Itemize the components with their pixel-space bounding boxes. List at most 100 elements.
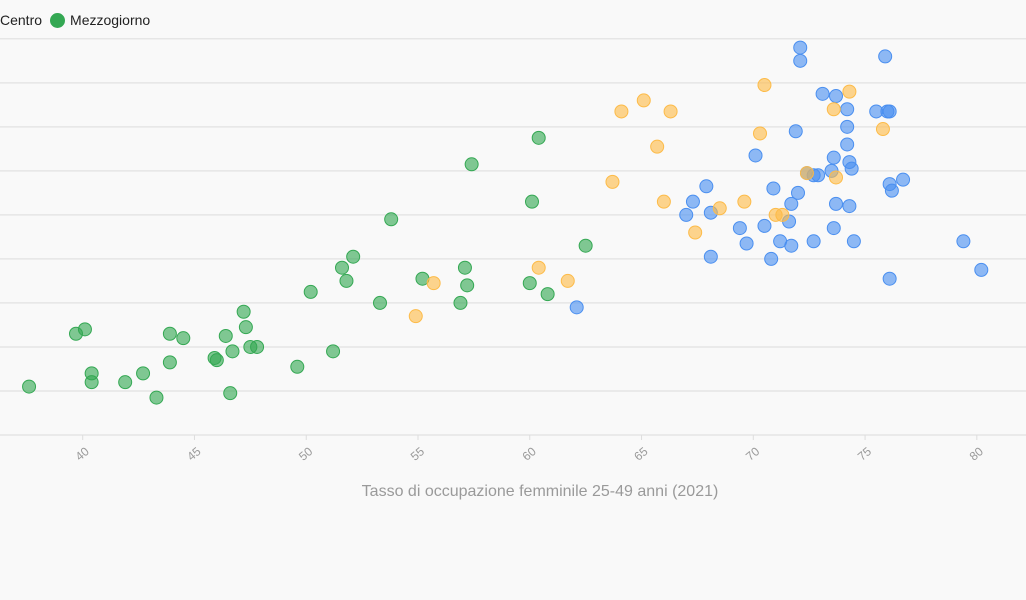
point-mezzogiorno[interactable] <box>457 260 472 275</box>
point-mezzogiorno[interactable] <box>218 328 233 343</box>
point-mezzogiorno[interactable] <box>162 355 177 370</box>
x-tick-label: 70 <box>743 444 762 464</box>
point-nord-est[interactable] <box>605 174 620 189</box>
point-mezzogiorno[interactable] <box>176 331 191 346</box>
point-nord-est[interactable] <box>753 126 767 141</box>
point-nord-ovest[interactable] <box>793 53 808 68</box>
point-nord-ovest[interactable] <box>974 262 989 277</box>
point-nord-est[interactable] <box>842 84 857 99</box>
point-nord-ovest[interactable] <box>840 102 855 117</box>
legend-item-mezzogiorno[interactable]: Mezzogiorno <box>50 12 150 28</box>
point-nord-ovest[interactable] <box>826 150 841 165</box>
x-tick-label: 75 <box>855 444 874 464</box>
point-nord-est[interactable] <box>663 104 678 119</box>
point-mezzogiorno[interactable] <box>303 284 318 299</box>
point-mezzogiorno[interactable] <box>238 320 253 335</box>
point-nord-est[interactable] <box>737 194 752 209</box>
point-nord-ovest[interactable] <box>878 49 893 64</box>
point-nord-ovest[interactable] <box>784 238 799 253</box>
point-nord-ovest[interactable] <box>882 271 897 286</box>
point-mezzogiorno[interactable] <box>531 130 546 145</box>
point-mezzogiorno[interactable] <box>149 390 164 405</box>
point-mezzogiorno[interactable] <box>162 326 177 341</box>
point-mezzogiorno[interactable] <box>339 273 354 288</box>
point-nord-ovest[interactable] <box>842 199 857 214</box>
point-mezzogiorno[interactable] <box>373 295 387 310</box>
point-mezzogiorno[interactable] <box>290 359 305 374</box>
point-mezzogiorno[interactable] <box>77 322 92 337</box>
point-nord-ovest[interactable] <box>739 236 754 251</box>
point-nord-est[interactable] <box>560 273 575 288</box>
point-mezzogiorno[interactable] <box>460 278 475 293</box>
point-nord-ovest[interactable] <box>732 221 747 236</box>
point-mezzogiorno[interactable] <box>578 238 593 253</box>
point-mezzogiorno[interactable] <box>335 260 349 275</box>
point-mezzogiorno[interactable] <box>522 276 537 291</box>
point-nord-ovest[interactable] <box>826 221 841 236</box>
point-nord-ovest[interactable] <box>846 234 861 249</box>
point-mezzogiorno[interactable] <box>346 249 361 264</box>
x-tick-label: 80 <box>967 444 986 464</box>
point-nord-ovest[interactable] <box>884 183 899 198</box>
point-nord-ovest[interactable] <box>703 249 718 264</box>
point-nord-est[interactable] <box>614 104 629 119</box>
point-mezzogiorno[interactable] <box>118 375 133 390</box>
point-nord-ovest[interactable] <box>793 40 808 55</box>
point-nord-est[interactable] <box>875 122 890 137</box>
point-mezzogiorno[interactable] <box>384 212 399 227</box>
point-nord-ovest[interactable] <box>829 196 843 211</box>
legend: Centro Mezzogiorno <box>0 12 158 28</box>
x-tick-label: 50 <box>296 444 315 464</box>
point-mezzogiorno[interactable] <box>209 353 224 368</box>
point-nord-est[interactable] <box>656 194 671 209</box>
point-nord-ovest[interactable] <box>815 86 830 101</box>
point-nord-ovest[interactable] <box>791 185 805 200</box>
point-nord-est[interactable] <box>688 225 703 240</box>
point-nord-ovest[interactable] <box>788 124 803 139</box>
point-nord-est[interactable] <box>799 166 814 181</box>
point-nord-est[interactable] <box>826 102 841 117</box>
point-nord-ovest[interactable] <box>956 234 971 249</box>
point-nord-ovest[interactable] <box>757 218 772 233</box>
point-nord-ovest[interactable] <box>844 161 859 176</box>
point-nord-ovest[interactable] <box>699 179 714 194</box>
point-nord-est[interactable] <box>712 201 727 216</box>
point-nord-ovest[interactable] <box>829 89 843 104</box>
point-nord-ovest[interactable] <box>896 172 911 187</box>
point-mezzogiorno[interactable] <box>225 344 240 359</box>
point-nord-est[interactable] <box>531 260 546 275</box>
point-nord-est[interactable] <box>757 78 772 93</box>
point-mezzogiorno[interactable] <box>540 287 555 302</box>
point-nord-ovest[interactable] <box>882 104 897 119</box>
point-mezzogiorno[interactable] <box>525 194 539 209</box>
point-nord-est[interactable] <box>650 139 665 154</box>
point-nord-ovest[interactable] <box>748 148 763 163</box>
point-mezzogiorno[interactable] <box>223 386 238 401</box>
point-mezzogiorno[interactable] <box>464 157 479 172</box>
point-mezzogiorno[interactable] <box>326 344 341 359</box>
point-nord-ovest[interactable] <box>766 181 781 196</box>
point-nord-ovest[interactable] <box>784 196 799 211</box>
data-points <box>22 40 989 405</box>
point-mezzogiorno[interactable] <box>236 304 251 319</box>
point-nord-ovest[interactable] <box>679 207 694 222</box>
point-nord-ovest[interactable] <box>569 300 584 315</box>
point-mezzogiorno[interactable] <box>136 366 151 381</box>
point-nord-ovest[interactable] <box>685 194 700 209</box>
point-mezzogiorno[interactable] <box>250 339 265 354</box>
point-nord-est[interactable] <box>408 309 423 324</box>
point-nord-ovest[interactable] <box>840 137 855 152</box>
x-tick-label: 40 <box>73 444 92 464</box>
point-mezzogiorno[interactable] <box>22 379 37 394</box>
point-mezzogiorno[interactable] <box>84 375 99 390</box>
point-nord-ovest[interactable] <box>806 234 821 249</box>
legend-item-centro[interactable]: Centro <box>0 12 42 28</box>
point-mezzogiorno[interactable] <box>453 295 468 310</box>
point-nord-ovest[interactable] <box>764 251 779 266</box>
point-nord-est[interactable] <box>426 276 441 291</box>
point-nord-ovest[interactable] <box>840 119 855 134</box>
point-nord-est[interactable] <box>775 207 790 222</box>
point-nord-est[interactable] <box>636 93 651 108</box>
point-nord-est[interactable] <box>829 170 843 185</box>
